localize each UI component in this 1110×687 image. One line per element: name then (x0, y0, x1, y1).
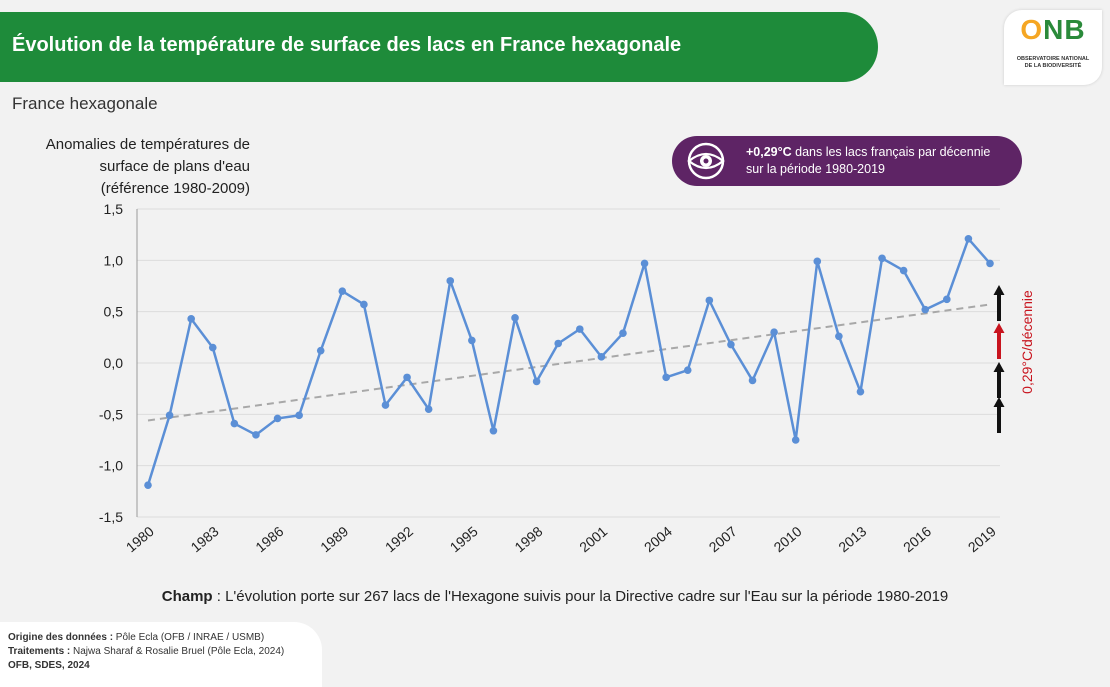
x-tick-label: 1989 (317, 523, 351, 555)
data-point (252, 431, 260, 439)
data-point (727, 340, 735, 349)
x-tick-label: 1986 (252, 523, 286, 555)
y-tick-label: -1,5 (99, 509, 123, 525)
data-point (813, 257, 822, 266)
data-point (986, 259, 994, 268)
data-point (446, 277, 455, 285)
trend-label: 0,29°C/décennie (1019, 290, 1035, 394)
region-subtitle: France hexagonale (12, 94, 158, 113)
data-point (316, 346, 325, 355)
data-point (338, 287, 347, 295)
data-point (683, 366, 692, 374)
source-origine: Origine des données : Pôle Ecla (OFB / I… (8, 632, 265, 643)
page-title: Évolution de la température de surface d… (12, 34, 682, 56)
data-point (597, 353, 606, 361)
x-tick-label: 2001 (576, 523, 610, 555)
data-point (424, 405, 433, 414)
x-tick-label: 2019 (965, 523, 999, 555)
data-point (878, 254, 886, 263)
data-point (835, 332, 843, 341)
x-tick-label: 2013 (835, 523, 869, 555)
up-arrow-icon (993, 362, 1005, 398)
sources-box: Origine des données : Pôle Ecla (OFB / I… (0, 622, 322, 687)
data-point (360, 300, 368, 309)
data-point (403, 373, 411, 382)
trend-line (147, 303, 991, 422)
data-point (381, 401, 390, 409)
data-point (640, 259, 649, 268)
x-tick-label: 2007 (706, 523, 740, 555)
data-point (662, 373, 670, 382)
champ-note: Champ : L'évolution porte sur 267 lacs d… (161, 588, 949, 605)
y-axis-title: Anomalies de températures de surface de … (45, 136, 250, 197)
y-tick-label: 1,5 (104, 201, 124, 217)
up-arrow-icon (993, 323, 1005, 359)
x-tick-label: 2004 (641, 523, 675, 555)
data-point (295, 411, 303, 420)
data-point (921, 305, 930, 314)
logo-letters: ONB (1020, 14, 1086, 45)
source-credit: OFB, SDES, 2024 (8, 660, 90, 671)
x-tick-label: 1995 (447, 523, 481, 555)
y-tick-label: -1,0 (99, 458, 123, 474)
data-point (489, 426, 498, 435)
data-point (144, 481, 152, 489)
data-point (748, 376, 757, 385)
x-tick-label: 2016 (900, 523, 934, 555)
data-point (554, 339, 563, 348)
data-point (165, 411, 174, 420)
source-traitements: Traitements : Najwa Sharaf & Rosalie Bru… (8, 646, 285, 657)
callout-text: +0,29°C dans les lacs français par décen… (746, 145, 991, 176)
y-tick-label: -0,5 (99, 406, 123, 422)
header-bar: Évolution de la température de surface d… (0, 12, 878, 82)
up-arrow-icon (993, 397, 1005, 433)
data-point (791, 436, 800, 444)
logo-subtitle: OBSERVATOIRE NATIONAL DE LA BIODIVERSITÉ (1016, 56, 1090, 69)
onb-logo: ONB OBSERVATOIRE NATIONAL DE LA BIODIVER… (1004, 10, 1102, 85)
eye-icon (687, 142, 725, 180)
series-line (146, 237, 991, 486)
x-tick-label: 1998 (511, 523, 545, 555)
data-point (856, 387, 865, 396)
data-point (899, 266, 908, 275)
data-point (575, 325, 584, 333)
x-tick-label: 1992 (382, 523, 416, 555)
data-point (705, 296, 714, 305)
trend-callout: +0,29°C dans les lacs français par décen… (672, 136, 1022, 186)
x-tick-label: 2010 (770, 523, 804, 555)
data-point (943, 295, 951, 304)
x-tick-label: 1983 (188, 523, 222, 555)
y-tick-label: 0,5 (104, 304, 124, 320)
data-point (468, 336, 476, 345)
data-point (619, 329, 627, 338)
data-point (230, 419, 239, 428)
data-point (511, 314, 519, 322)
data-point (187, 315, 195, 323)
data-point (770, 328, 778, 337)
up-arrow-icon (993, 285, 1005, 321)
y-tick-label: 0,0 (104, 355, 124, 371)
x-tick-label: 1980 (123, 523, 157, 555)
data-point (964, 234, 973, 243)
data-point (273, 414, 282, 423)
data-point (208, 343, 217, 352)
data-point (532, 377, 541, 386)
y-tick-label: 1,0 (104, 252, 124, 268)
